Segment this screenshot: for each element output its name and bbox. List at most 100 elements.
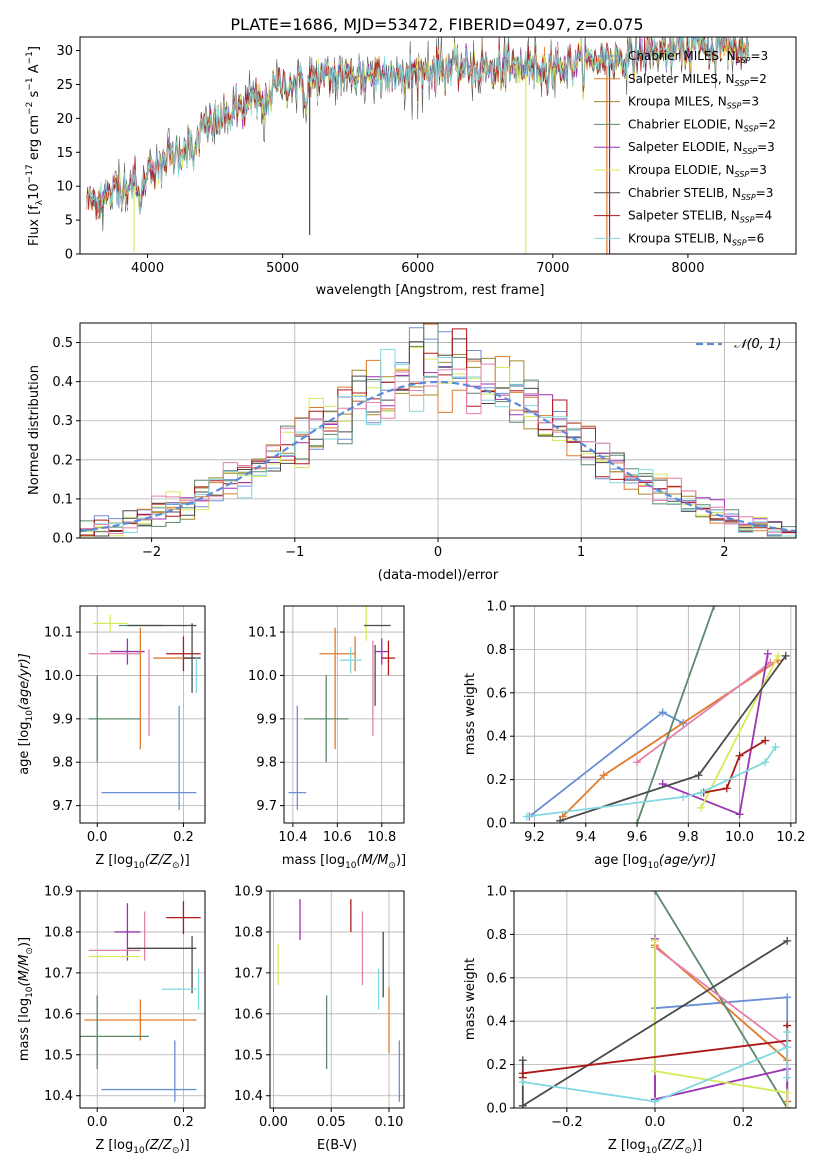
y-tick-label: 25 [56, 78, 73, 93]
mass-vs-metallicity-panel: 0.0 0.2 10.4 10.5 10.6 10.7 10.8 10.9 Z [log10(Z… [17, 885, 206, 1156]
legend-entry: Chabrier STELIB, NSSP=3 [628, 186, 773, 202]
y-tick-label: 0.5 [52, 336, 73, 351]
mass-weight-vs-metallicity-panel: −0.2 0.0 0.2 0.0 0.2 0.4 0.6 0.8 1.0 Z [log10(Z/Z… [463, 885, 797, 1156]
weight-marker [556, 816, 565, 823]
weight-marker [783, 1104, 792, 1108]
weight-marker [522, 812, 531, 821]
weight-line [528, 711, 684, 818]
weight-marker [761, 736, 770, 745]
x-tick-label: 0.0 [645, 1115, 666, 1130]
spectrum-line [86, 37, 750, 215]
weight-line [700, 655, 779, 809]
y-tick-label: 0.3 [52, 414, 73, 429]
grid [80, 606, 205, 823]
error-bars [80, 901, 201, 1102]
weight-line [636, 661, 771, 763]
y-tick-label: 10.7 [234, 966, 263, 981]
y-tick-label: 0.2 [486, 1058, 507, 1073]
ticks: 4000 5000 6000 7000 8000 0 5 10 15 20 25 30 [56, 44, 704, 276]
weight-marker [735, 810, 744, 819]
ticks: 9.2 9.4 9.6 9.8 10.0 10.2 0.0 0.2 0.4 0.6 0.8 1.0 [486, 600, 805, 846]
y-tick-label: 10 [56, 180, 73, 195]
weight-line [636, 606, 715, 823]
x-tick-label: −1 [285, 545, 304, 560]
y-tick-label: 30 [56, 44, 73, 59]
y-tick-label: 0 [65, 248, 73, 263]
x-axis-label: E(B-V) [317, 1138, 357, 1153]
x-tick-label: 10.6 [323, 830, 352, 845]
legend-entry: Salpeter MILES, NSSP=2 [628, 72, 767, 88]
y-axis-label: mass weight [463, 958, 478, 1040]
x-tick-label: 0.10 [375, 1115, 404, 1130]
x-axis-label: age [log10(age/yr)] [594, 853, 716, 871]
weight-marker [735, 751, 744, 760]
weight-line [703, 739, 766, 794]
weight-marker [697, 803, 706, 812]
legend-entry: Salpeter STELIB, NSSP=4 [628, 209, 772, 225]
x-tick-label: 0.00 [259, 1115, 288, 1130]
y-tick-label: 9.8 [256, 756, 277, 771]
weight-marker [633, 758, 642, 767]
y-tick-label: 10.4 [44, 1089, 73, 1104]
weight-marker [599, 771, 608, 780]
y-tick-label: 10.0 [44, 669, 73, 684]
legend-entry: Salpeter ELODIE, NSSP=3 [628, 140, 775, 156]
weight-marker [518, 1056, 527, 1065]
weight-marker [783, 1088, 792, 1097]
axes-frame [79, 605, 206, 824]
y-tick-label: 0.8 [486, 643, 507, 658]
spectrum-panel: 4000 5000 6000 7000 8000 0 5 10 15 20 25 30 Chabrier… [25, 36, 797, 298]
y-tick-label: 1.0 [486, 600, 507, 615]
legend-entry: Kroupa STELIB, NSSP=6 [628, 231, 764, 247]
y-tick-label: 10.4 [234, 1089, 263, 1104]
y-tick-label: 15 [56, 146, 73, 161]
y-tick-label: 0.6 [486, 686, 507, 701]
ticks: 0.0 0.2 10.4 10.5 10.6 10.7 10.8 10.9 [44, 885, 194, 1131]
weight-line [562, 659, 779, 818]
y-tick-label: 0.0 [486, 817, 507, 832]
ticks: 0.0 0.2 9.7 9.8 9.9 10.0 10.1 [44, 626, 194, 845]
y-axis-label: mass weight [463, 673, 478, 755]
y-tick-label: 10.9 [234, 885, 263, 900]
error-bars [277, 899, 401, 1102]
y-axis-label: age [log10(age/yr)] [17, 653, 35, 775]
x-tick-label: 0 [434, 545, 442, 560]
x-tick-label: 0.2 [173, 1115, 194, 1130]
ticks: 0.00 0.05 0.10 10.4 10.5 10.6 10.7 10.8 10.9 [234, 885, 403, 1131]
y-tick-label: 10.6 [234, 1007, 263, 1022]
weight-marker [783, 1073, 792, 1082]
x-tick-label: 8000 [671, 261, 704, 276]
x-tick-label: 10.0 [725, 830, 754, 845]
weight-marker [761, 758, 770, 767]
legend-entry: Kroupa MILES, NSSP=3 [628, 95, 759, 111]
weight-marker [781, 651, 790, 660]
y-tick-label: 0.4 [486, 730, 507, 745]
x-tick-label: 0.0 [87, 830, 108, 845]
normal-curve [80, 380, 796, 533]
y-tick-label: 10.0 [248, 669, 277, 684]
x-tick-label: 2 [720, 545, 728, 560]
x-tick-label: 9.8 [678, 830, 699, 845]
legend-entry: 𝒩(0, 1) [734, 337, 781, 352]
weight-marker [651, 1067, 659, 1076]
weight-marker [694, 771, 703, 780]
y-tick-label: 10.8 [44, 925, 73, 940]
age-vs-mass-panel: 10.4 10.6 10.8 9.7 9.8 9.9 10.0 10.1 mass [log10… [248, 605, 406, 871]
y-tick-label: 0.8 [486, 928, 507, 943]
y-tick-label: 0.0 [52, 532, 73, 547]
x-tick-label: 9.2 [524, 830, 545, 845]
weight-line [654, 943, 789, 1102]
axes-frame [269, 890, 405, 1109]
y-tick-label: 0.4 [486, 1015, 507, 1030]
weight-marker [766, 658, 775, 667]
mass-weight-vs-age-panel: 9.2 9.4 9.6 9.8 10.0 10.2 0.0 0.2 0.4 0.6 0.8 1.0 ag… [463, 600, 805, 872]
y-tick-label: 0.2 [52, 453, 73, 468]
histograms [80, 323, 796, 537]
y-tick-label: 0.4 [52, 375, 73, 390]
x-tick-label: 0.2 [733, 1115, 754, 1130]
weight-lines [522, 606, 790, 823]
weight-marker [783, 993, 792, 1002]
weight-marker [518, 1077, 527, 1086]
ticks: 10.4 10.6 10.8 9.7 9.8 9.9 10.0 10.1 [248, 626, 396, 845]
